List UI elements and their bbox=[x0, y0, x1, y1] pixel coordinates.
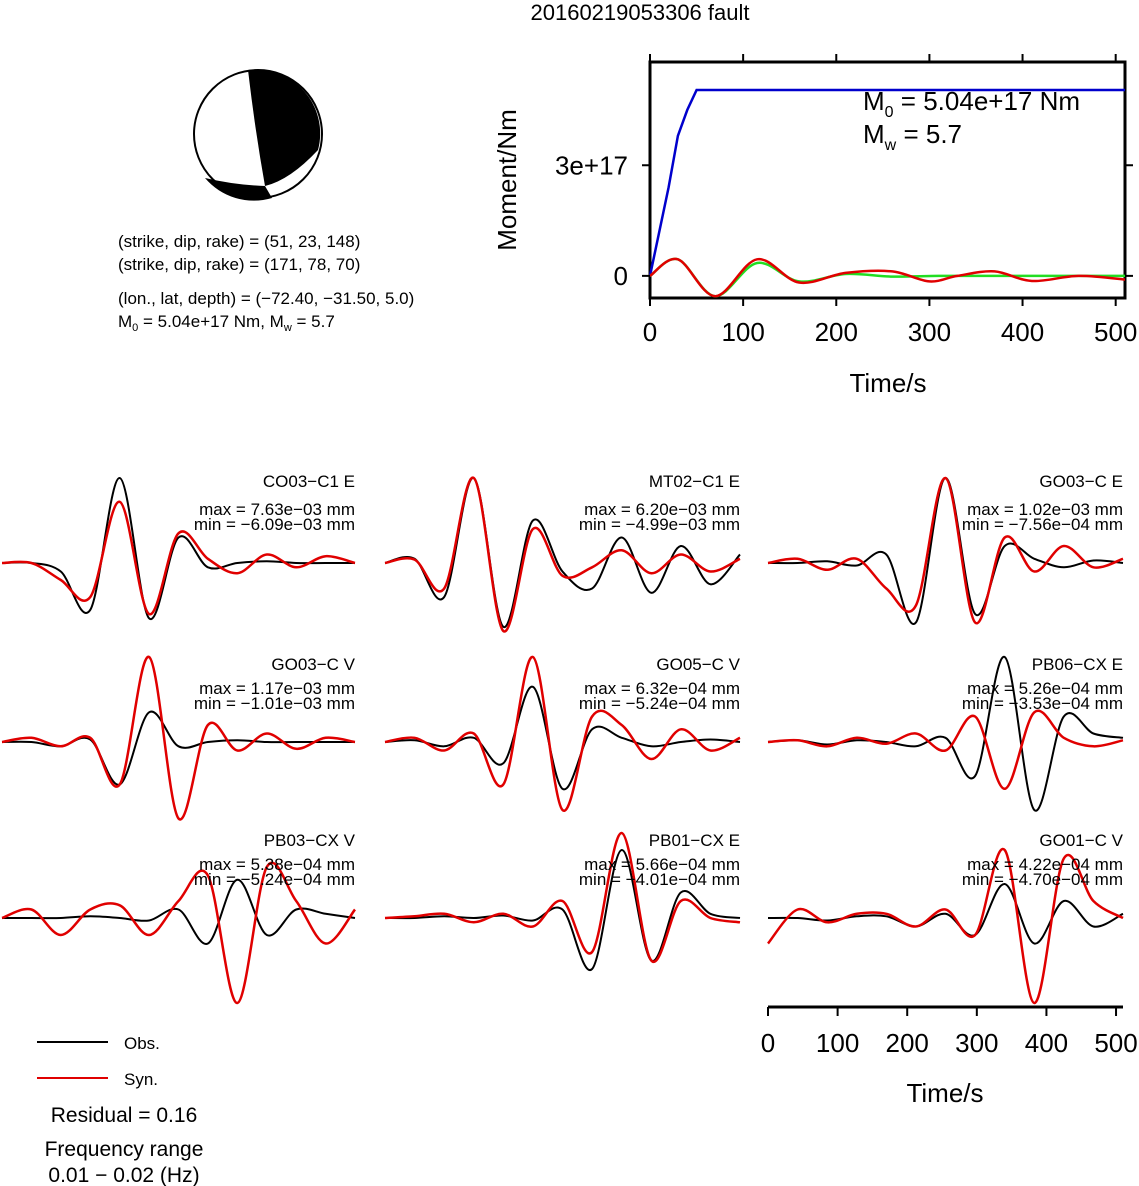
observed-trace bbox=[2, 878, 356, 945]
observed-trace bbox=[384, 848, 741, 971]
station-label: PB06−CX E bbox=[1032, 655, 1123, 674]
mechanism-text: (strike, dip, rake) = (51, 23, 148) (str… bbox=[118, 232, 414, 334]
observed-trace bbox=[384, 685, 741, 791]
waveform-time-axis: 0 100 200 300 400 500 bbox=[761, 1005, 1138, 1058]
legend-obs-label: Obs. bbox=[124, 1034, 160, 1053]
waveform-xtick-label: 400 bbox=[1025, 1028, 1068, 1058]
synthetic-trace bbox=[384, 655, 741, 812]
min-label: min = −4.99e−03 mm bbox=[579, 515, 740, 534]
beachball-icon bbox=[193, 69, 323, 201]
max-label: max = 5.26e−04 mm bbox=[967, 679, 1123, 698]
min-label: min = −6.09e−03 mm bbox=[194, 515, 355, 534]
waveform-xtick-label: 200 bbox=[886, 1028, 929, 1058]
residual-text: Residual = 0.16 bbox=[51, 1104, 198, 1127]
beachball-compression-lower bbox=[205, 178, 272, 201]
min-label: min = −7.56e−04 mm bbox=[962, 515, 1123, 534]
waveform-xtick-label: 0 bbox=[761, 1028, 775, 1058]
station-label: GO05−C V bbox=[656, 655, 740, 674]
max-label: max = 1.17e−03 mm bbox=[199, 679, 355, 698]
synthetic-trace bbox=[384, 831, 741, 964]
station-label: CO03−C1 E bbox=[263, 472, 355, 491]
moment-ytick-label: 3e+17 bbox=[555, 150, 628, 180]
synthetic-trace bbox=[1, 500, 356, 616]
moment-xtick-label: 0 bbox=[643, 317, 657, 347]
max-label: max = 4.22e−04 mm bbox=[967, 855, 1123, 874]
observed-trace bbox=[767, 883, 1124, 945]
moment-xlabel: Time/s bbox=[849, 368, 926, 398]
mechanism-line-1: (strike, dip, rake) = (51, 23, 148) bbox=[118, 232, 360, 251]
legend: Obs. Syn. bbox=[37, 1034, 160, 1089]
location-line: (lon., lat, depth) = (−72.40, −31.50, 5.… bbox=[118, 289, 414, 308]
observed-trace bbox=[384, 476, 741, 628]
mechanism-line-2: (strike, dip, rake) = (171, 78, 70) bbox=[118, 255, 360, 274]
moment-xtick-label: 300 bbox=[908, 317, 951, 347]
synthetic-trace bbox=[767, 847, 1124, 1005]
waveform-xtick-label: 300 bbox=[955, 1028, 998, 1058]
synthetic-trace bbox=[1, 655, 356, 821]
max-label: max = 6.20e−03 mm bbox=[584, 500, 740, 519]
station-label: GO03−C V bbox=[271, 655, 355, 674]
frequency-title: Frequency range bbox=[45, 1138, 204, 1161]
beachball-compression-quadrant bbox=[248, 69, 321, 186]
synthetic-trace bbox=[1, 861, 357, 1005]
moment-ytick-label: 0 bbox=[614, 261, 628, 291]
min-label: min = −4.01e−04 mm bbox=[579, 870, 740, 889]
legend-syn-label: Syn. bbox=[124, 1070, 158, 1089]
chart-title: 20160219053306 fault bbox=[531, 0, 750, 25]
max-label: max = 5.38e−04 mm bbox=[199, 855, 355, 874]
frequency-range: 0.01 − 0.02 (Hz) bbox=[48, 1164, 199, 1186]
moment-annotation-m0: M0 = 5.04e+17 Nm bbox=[863, 86, 1080, 121]
moment-xtick-label: 400 bbox=[1001, 317, 1044, 347]
min-label: min = −5.24e−04 mm bbox=[194, 870, 355, 889]
station-label: PB01−CX E bbox=[649, 831, 740, 850]
max-label: max = 7.63e−03 mm bbox=[199, 500, 355, 519]
moment-ylabel: Moment/Nm bbox=[492, 109, 522, 251]
moment-series bbox=[648, 88, 1126, 298]
max-label: max = 6.32e−04 mm bbox=[584, 679, 740, 698]
synthetic-trace bbox=[767, 709, 1124, 791]
moment-series-line-1 bbox=[649, 257, 1125, 298]
min-label: min = −3.53e−04 mm bbox=[962, 694, 1123, 713]
station-label: MT02−C1 E bbox=[649, 472, 740, 491]
moment-series-line-0 bbox=[648, 88, 1125, 277]
min-label: min = −1.01e−03 mm bbox=[194, 694, 355, 713]
observed-trace bbox=[1, 476, 355, 620]
synthetic-trace bbox=[384, 476, 741, 633]
waveform-xlabel: Time/s bbox=[906, 1078, 983, 1108]
moment-xtick-label: 500 bbox=[1094, 317, 1137, 347]
station-label: PB03−CX V bbox=[264, 831, 356, 850]
waveform-xtick-label: 100 bbox=[816, 1028, 859, 1058]
moment-xtick-label: 200 bbox=[815, 317, 858, 347]
min-label: min = −4.70e−04 mm bbox=[962, 870, 1123, 889]
station-label: GO01−C V bbox=[1039, 831, 1123, 850]
magnitude-line: M0 = 5.04e+17 Nm, Mw = 5.7 bbox=[118, 312, 335, 334]
moment-plot-frame bbox=[648, 60, 1127, 300]
max-label: max = 1.02e−03 mm bbox=[967, 500, 1123, 519]
station-label: GO03−C E bbox=[1039, 472, 1123, 491]
moment-xtick-label: 100 bbox=[721, 317, 764, 347]
min-label: min = −5.24e−04 mm bbox=[579, 694, 740, 713]
moment-series-line-2 bbox=[649, 257, 1126, 298]
waveform-xtick-label: 500 bbox=[1094, 1028, 1137, 1058]
max-label: max = 5.66e−04 mm bbox=[584, 855, 740, 874]
synthetic-trace bbox=[767, 476, 1124, 625]
moment-annotation-mw: Mw = 5.7 bbox=[863, 119, 962, 154]
moment-axes: 0 100 200 300 400 500 0 3e+17 bbox=[555, 54, 1137, 347]
